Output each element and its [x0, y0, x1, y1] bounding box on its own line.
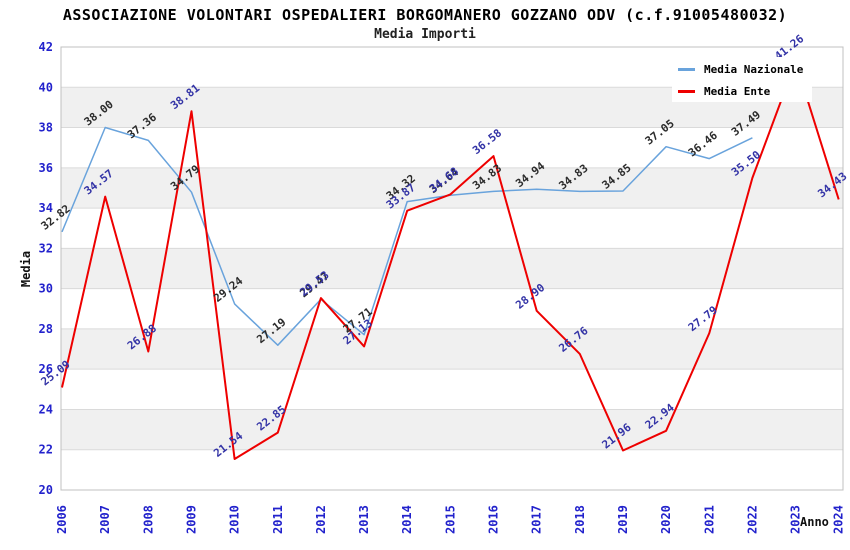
grid-band: [61, 328, 843, 370]
legend-label-media-ente: Media Ente: [704, 85, 771, 98]
x-tick-label: 2023: [789, 505, 803, 534]
chart-subtitle: Media Importi: [374, 27, 476, 42]
x-tick-label: 2016: [487, 505, 501, 534]
y-tick-label: 36: [39, 161, 53, 175]
x-tick-label: 2014: [400, 505, 414, 534]
data-label: 36.58: [470, 126, 504, 157]
y-tick-label: 38: [39, 121, 53, 135]
grid-band: [61, 409, 843, 450]
grid-band: [61, 248, 843, 289]
x-tick-label: 2008: [141, 505, 155, 534]
x-tick-label: 2020: [659, 505, 673, 534]
plot-border: [60, 46, 844, 491]
y-tick-label: 42: [39, 40, 53, 54]
y-tick-label: 24: [39, 402, 53, 416]
legend-label-media-nazionale: Media Nazionale: [704, 63, 804, 76]
y-tick-label: 40: [39, 80, 53, 94]
x-tick-label: 2006: [55, 505, 69, 534]
x-tick-label: 2024: [832, 505, 846, 534]
legend: Media Nazionale Media Ente: [672, 57, 812, 102]
x-axis-title: Anno: [800, 515, 829, 529]
x-tick-label: 2011: [271, 505, 285, 534]
chart-title: ASSOCIAZIONE VOLONTARI OSPEDALIERI BORGO…: [62, 6, 788, 24]
x-tick-label: 2015: [443, 505, 457, 534]
media-ente-line: [61, 60, 840, 460]
x-tick-label: 2013: [357, 505, 371, 534]
y-tick-label: 32: [39, 241, 53, 255]
x-tick-label: 2022: [745, 505, 759, 534]
media-ente-swatch-icon: [678, 90, 695, 93]
data-label: 36.46: [686, 129, 720, 160]
x-tick-label: 2007: [98, 505, 112, 534]
x-tick-label: 2018: [573, 505, 587, 534]
legend-item-media-nazionale: Media Nazionale: [678, 60, 812, 79]
legend-item-media-ente: Media Ente: [678, 82, 812, 101]
y-tick-label: 20: [39, 483, 53, 497]
y-axis-title: Media: [19, 250, 33, 288]
y-tick-label: 30: [39, 282, 53, 296]
media-nazionale-swatch-icon: [678, 68, 695, 71]
y-tick-label: 28: [39, 322, 53, 336]
x-tick-label: 2017: [530, 505, 544, 534]
x-tick-label: 2009: [184, 505, 198, 534]
x-tick-label: 2021: [702, 505, 716, 534]
y-tick-label: 34: [39, 201, 53, 215]
x-tick-label: 2012: [314, 505, 328, 534]
y-tick-label: 26: [39, 362, 53, 376]
y-tick-label: 22: [39, 443, 53, 457]
grid-band: [61, 167, 843, 209]
x-tick-label: 2019: [616, 505, 630, 534]
x-tick-label: 2010: [228, 505, 242, 534]
media-nazionale-line: [61, 126, 753, 346]
